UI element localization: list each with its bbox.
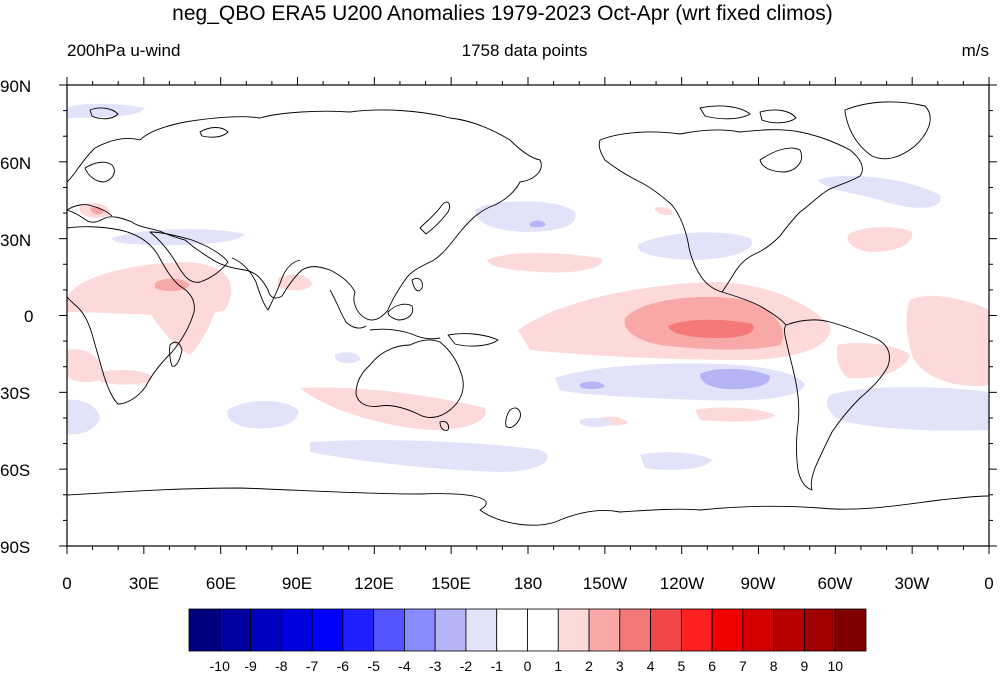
- colorbar-label: 9: [801, 658, 809, 674]
- colorbar-label: -10: [210, 658, 230, 674]
- lon-label: 180: [514, 574, 542, 593]
- colorbar-swatch: [188, 608, 221, 652]
- colorbar-swatch: [496, 608, 528, 652]
- lon-label: 120E: [354, 574, 394, 593]
- colorbar-swatch: [773, 608, 805, 652]
- colorbar-label: 10: [827, 658, 843, 674]
- colorbar-label: -2: [460, 658, 473, 674]
- colorbar-label: 3: [616, 658, 624, 674]
- variable-label: 200hPa u-wind: [67, 41, 181, 60]
- lon-label: 150E: [431, 574, 471, 593]
- colorbar-swatch: [650, 608, 682, 652]
- colorbar-label: -8: [275, 658, 288, 674]
- colorbar-swatch: [527, 608, 559, 652]
- colorbar-swatch: [219, 608, 251, 652]
- lon-label: 30E: [129, 574, 159, 593]
- colorbar-swatch: [557, 608, 590, 652]
- lat-label: 60S: [0, 461, 30, 480]
- colorbar-swatch: [342, 608, 375, 652]
- lat-label: 30S: [0, 384, 30, 403]
- lat-label: 0: [24, 307, 33, 326]
- lon-label: 30W: [895, 574, 930, 593]
- data-points-label: 1758 data points: [461, 41, 588, 60]
- colorbar-label: -6: [337, 658, 350, 674]
- colorbar-swatch: [280, 608, 313, 652]
- negative-anomaly-2-3: [530, 220, 771, 390]
- map-title: neg_QBO ERA5 U200 Anomalies 1979-2023 Oc…: [172, 2, 833, 25]
- colorbar-swatch: [404, 608, 436, 652]
- anomaly-field: [67, 103, 989, 472]
- lon-label: 0: [984, 574, 993, 593]
- colorbar-label: -9: [244, 658, 257, 674]
- colorbar-swatch: [619, 608, 651, 652]
- colorbar-swatch: [680, 608, 713, 652]
- colorbar-label: 6: [708, 658, 716, 674]
- colorbar-swatch: [311, 608, 344, 652]
- lon-label: 120W: [660, 574, 704, 593]
- colorbar-label: 5: [677, 658, 685, 674]
- colorbar-swatch: [834, 608, 867, 652]
- colorbar-swatch: [588, 608, 621, 652]
- lon-label: 0: [62, 574, 71, 593]
- lon-label: 60W: [818, 574, 853, 593]
- lon-label: 60E: [206, 574, 236, 593]
- axis-ticks: [59, 77, 997, 554]
- longitude-labels: 0 30E 60E 90E 120E 150E 180 150W 120W 90…: [62, 574, 993, 593]
- latitude-labels: 90N 60N 30N 0 30S 60S 90S: [0, 77, 33, 557]
- colorbar-label: 1: [554, 658, 562, 674]
- colorbar-label: 8: [770, 658, 778, 674]
- lat-label: 30N: [0, 231, 31, 250]
- colorbar-swatch: [711, 608, 744, 652]
- units-label: m/s: [961, 41, 989, 60]
- colorbar-swatch: [250, 608, 282, 652]
- positive-anomaly-3-4: [668, 319, 754, 338]
- colorbar-label: -1: [491, 658, 504, 674]
- colorbar-swatch: [373, 608, 405, 652]
- colorbar-label: -4: [398, 658, 411, 674]
- colorbar-swatch: [465, 608, 498, 652]
- lat-label: 90S: [0, 538, 30, 557]
- colorbar-swatch: [742, 608, 775, 652]
- colorbar-swatch: [434, 608, 467, 652]
- lat-label: 60N: [0, 154, 31, 173]
- colorbar-label: 2: [585, 658, 593, 674]
- colorbar-label: -7: [306, 658, 319, 674]
- colorbar-label: -5: [367, 658, 380, 674]
- lat-label: 90N: [0, 77, 31, 96]
- colorbar-swatch: [804, 608, 836, 652]
- colorbar-label: 7: [739, 658, 747, 674]
- colorbar-label: 4: [647, 658, 655, 674]
- coastlines: [67, 101, 989, 526]
- colorbar: -10 -9 -8 -7 -6 -5 -4 -3 -2 -1 0 1 2 3 4 5 6 7 8 9 10: [188, 608, 867, 674]
- lon-label: 90W: [741, 574, 776, 593]
- colorbar-label: -3: [429, 658, 442, 674]
- lon-label: 150W: [583, 574, 627, 593]
- lon-label: 90E: [282, 574, 312, 593]
- colorbar-label: 0: [524, 658, 532, 674]
